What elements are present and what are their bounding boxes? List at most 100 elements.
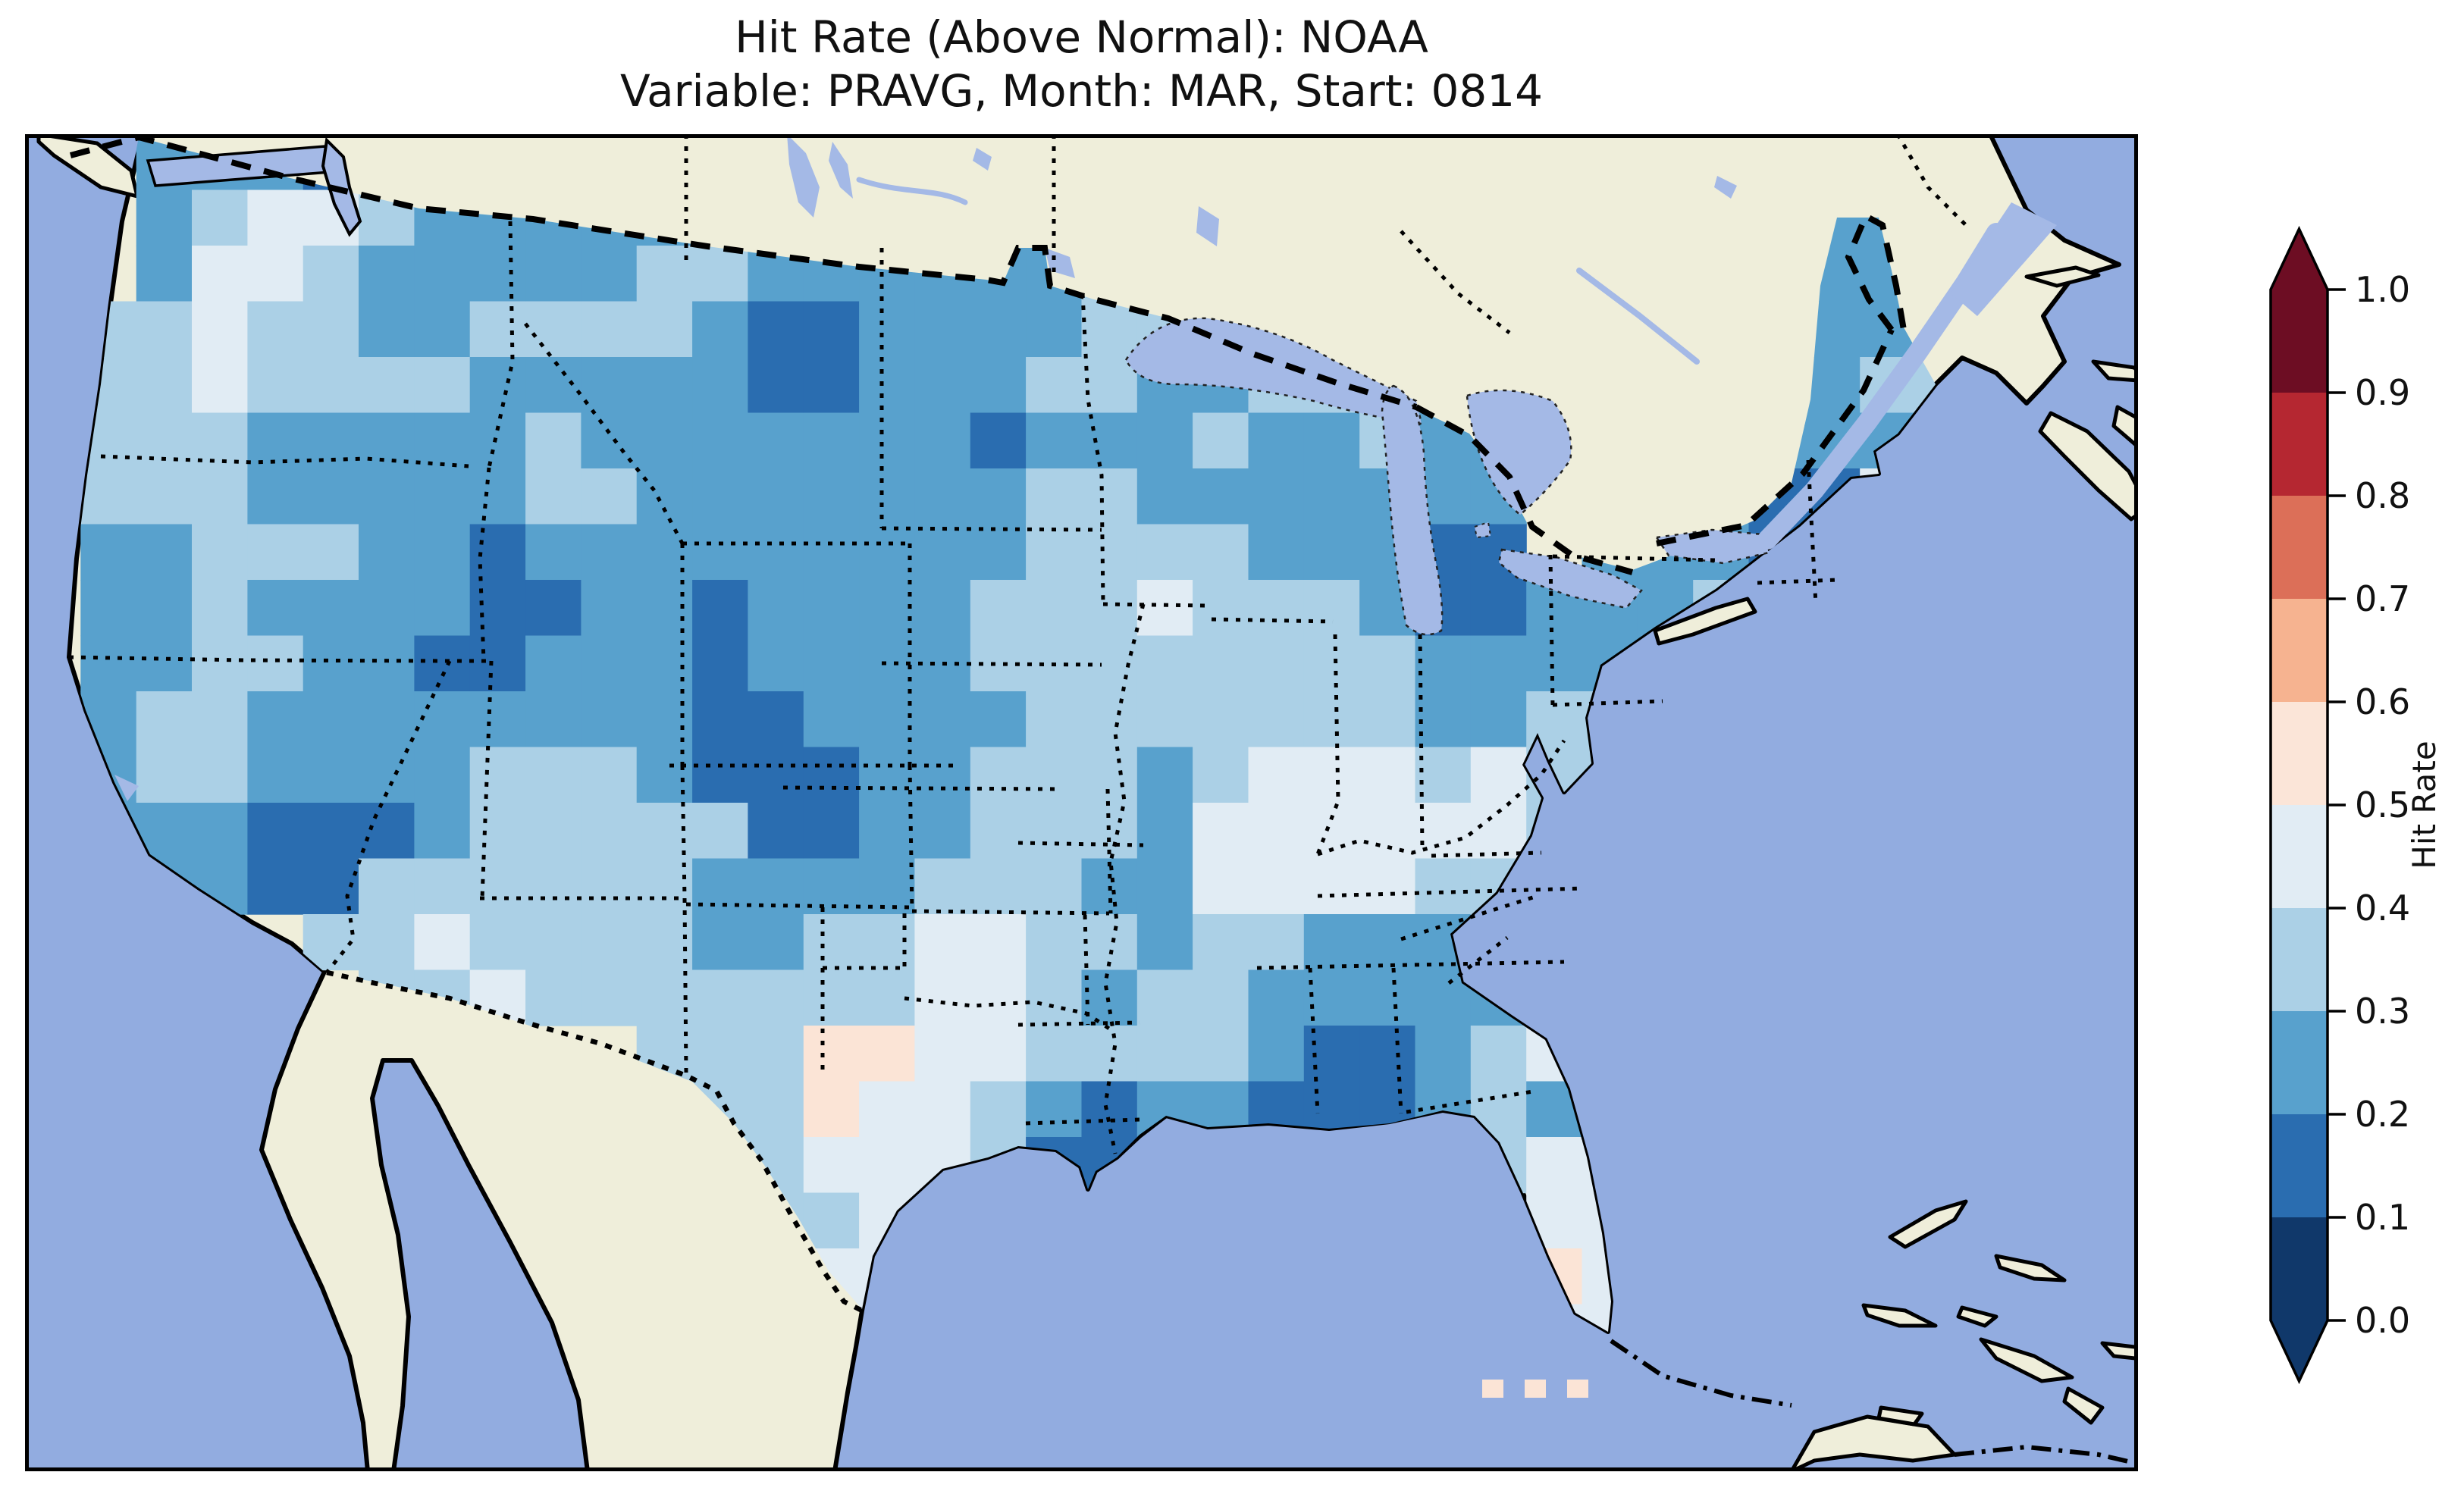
bahamas-island (2100, 1341, 2138, 1361)
grid-cell (859, 691, 916, 748)
conus-hit-rate-map (25, 134, 2138, 1471)
bahamas-island (2062, 1386, 2105, 1425)
grid-cell (414, 580, 471, 637)
bahamas-island (1994, 1254, 2067, 1283)
grid-cell (469, 246, 526, 302)
grid-cell (469, 635, 526, 692)
grid-cell (1359, 635, 1416, 692)
grid-cell (1248, 914, 1305, 971)
grid-cell (748, 524, 804, 581)
grid-cell (525, 412, 582, 469)
grid-cell (303, 691, 359, 748)
grid-cell (1248, 691, 1305, 748)
colorbar-segment (2271, 1011, 2328, 1115)
bahamas-island (1888, 1199, 1968, 1249)
grid-cell (581, 691, 638, 748)
grid-cell (1026, 747, 1083, 803)
grid-cell-extra (1525, 1380, 1546, 1398)
title-line-1: Hit Rate (Above Normal): NOAA (735, 11, 1428, 63)
grid-cell (1081, 357, 1138, 414)
islands (36, 134, 2138, 1471)
grid-cell (581, 969, 638, 1026)
grid-cell (1415, 1026, 1472, 1082)
grid-cell (525, 468, 582, 525)
colorbar-segment (2271, 702, 2328, 806)
grid-cell (914, 468, 971, 525)
grid-cell (1193, 747, 1249, 803)
colorbar-tick-label: 0.7 (2355, 578, 2410, 619)
grid-cell (859, 914, 916, 971)
grid-cell (1136, 468, 1193, 525)
grid-cell (80, 580, 137, 637)
grid-cell (525, 969, 582, 1026)
colorbar-segment (2271, 1217, 2328, 1321)
colorbar-segment (2271, 1114, 2328, 1218)
grid-cell (859, 1026, 916, 1082)
grid-cell (525, 357, 582, 414)
grid-cell (1081, 691, 1138, 748)
grid-cell (1526, 1137, 1583, 1194)
grid-cell (1303, 1026, 1360, 1082)
grid-cell (859, 357, 916, 414)
saskatchewan-river (856, 177, 968, 205)
grid-cell (914, 914, 971, 971)
grid-cell (469, 301, 526, 358)
grid-cell (359, 524, 415, 581)
grid-cell (581, 357, 638, 414)
grid-cell (359, 803, 415, 860)
grid-cell (970, 803, 1027, 860)
colorbar-tick-label: 0.6 (2355, 681, 2410, 722)
colorbar-tick-label: 0.9 (2355, 372, 2410, 413)
grid-cell (1026, 580, 1083, 637)
grid-cell (136, 301, 193, 358)
grid-cell (803, 803, 860, 860)
grid-cell (192, 246, 248, 302)
san-francisco-bay (114, 775, 139, 801)
grid-cell (1303, 747, 1360, 803)
political-borders (68, 134, 2138, 1467)
grid-cell (525, 803, 582, 860)
grid-cell (1248, 412, 1305, 469)
grid-cell (525, 858, 582, 915)
grid-cell (525, 914, 582, 971)
grid-cell (80, 524, 137, 581)
grid-cell (748, 468, 804, 525)
grid-cell (1248, 969, 1305, 1026)
map-panel (25, 134, 2138, 1471)
grid-cell (525, 747, 582, 803)
grid-cell (914, 1081, 971, 1138)
grid-cell (803, 412, 860, 469)
colorbar-panel: 1.0 0.9 0.8 0.7 0.6 0.5 0.4 0.3 0.2 0.1 0.0 Hit Ra… (2244, 212, 2464, 1425)
grid-cell (914, 969, 971, 1026)
grid-cell (247, 357, 304, 414)
grid-cell (136, 691, 193, 748)
grid-cell (581, 301, 638, 358)
grid-cell (1193, 1026, 1249, 1082)
grid-cell (247, 747, 304, 803)
grid-cell (859, 1137, 916, 1194)
grid-cell (1359, 803, 1416, 860)
grid-cell (970, 691, 1027, 748)
grid-cell (692, 1026, 749, 1082)
grid-cell (469, 468, 526, 525)
grid-cell (1136, 858, 1193, 915)
grid-cell (1136, 747, 1193, 803)
grid-cell (970, 468, 1027, 525)
grid-cell (247, 468, 304, 525)
colorbar-extend-over (2271, 229, 2328, 290)
grid-cell (914, 412, 971, 469)
grid-cell (692, 635, 749, 692)
grid-cell (525, 580, 582, 637)
grid-cell (803, 858, 860, 915)
colorbar-tick-labels: 1.0 0.9 0.8 0.7 0.6 0.5 0.4 0.3 0.2 0.1 0.0 (2355, 269, 2410, 1341)
grid-cell (581, 246, 638, 302)
grid-cell (1303, 468, 1360, 525)
grid-cell (1026, 691, 1083, 748)
grid-cell (748, 580, 804, 637)
grid-cell (1248, 1026, 1305, 1082)
grid-cell (970, 747, 1027, 803)
grid-cell (359, 580, 415, 637)
prince-edward-island (2091, 359, 2138, 383)
colorbar-tick-label: 0.2 (2355, 1094, 2410, 1135)
colorbar-tick-label: 0.3 (2355, 991, 2410, 1032)
